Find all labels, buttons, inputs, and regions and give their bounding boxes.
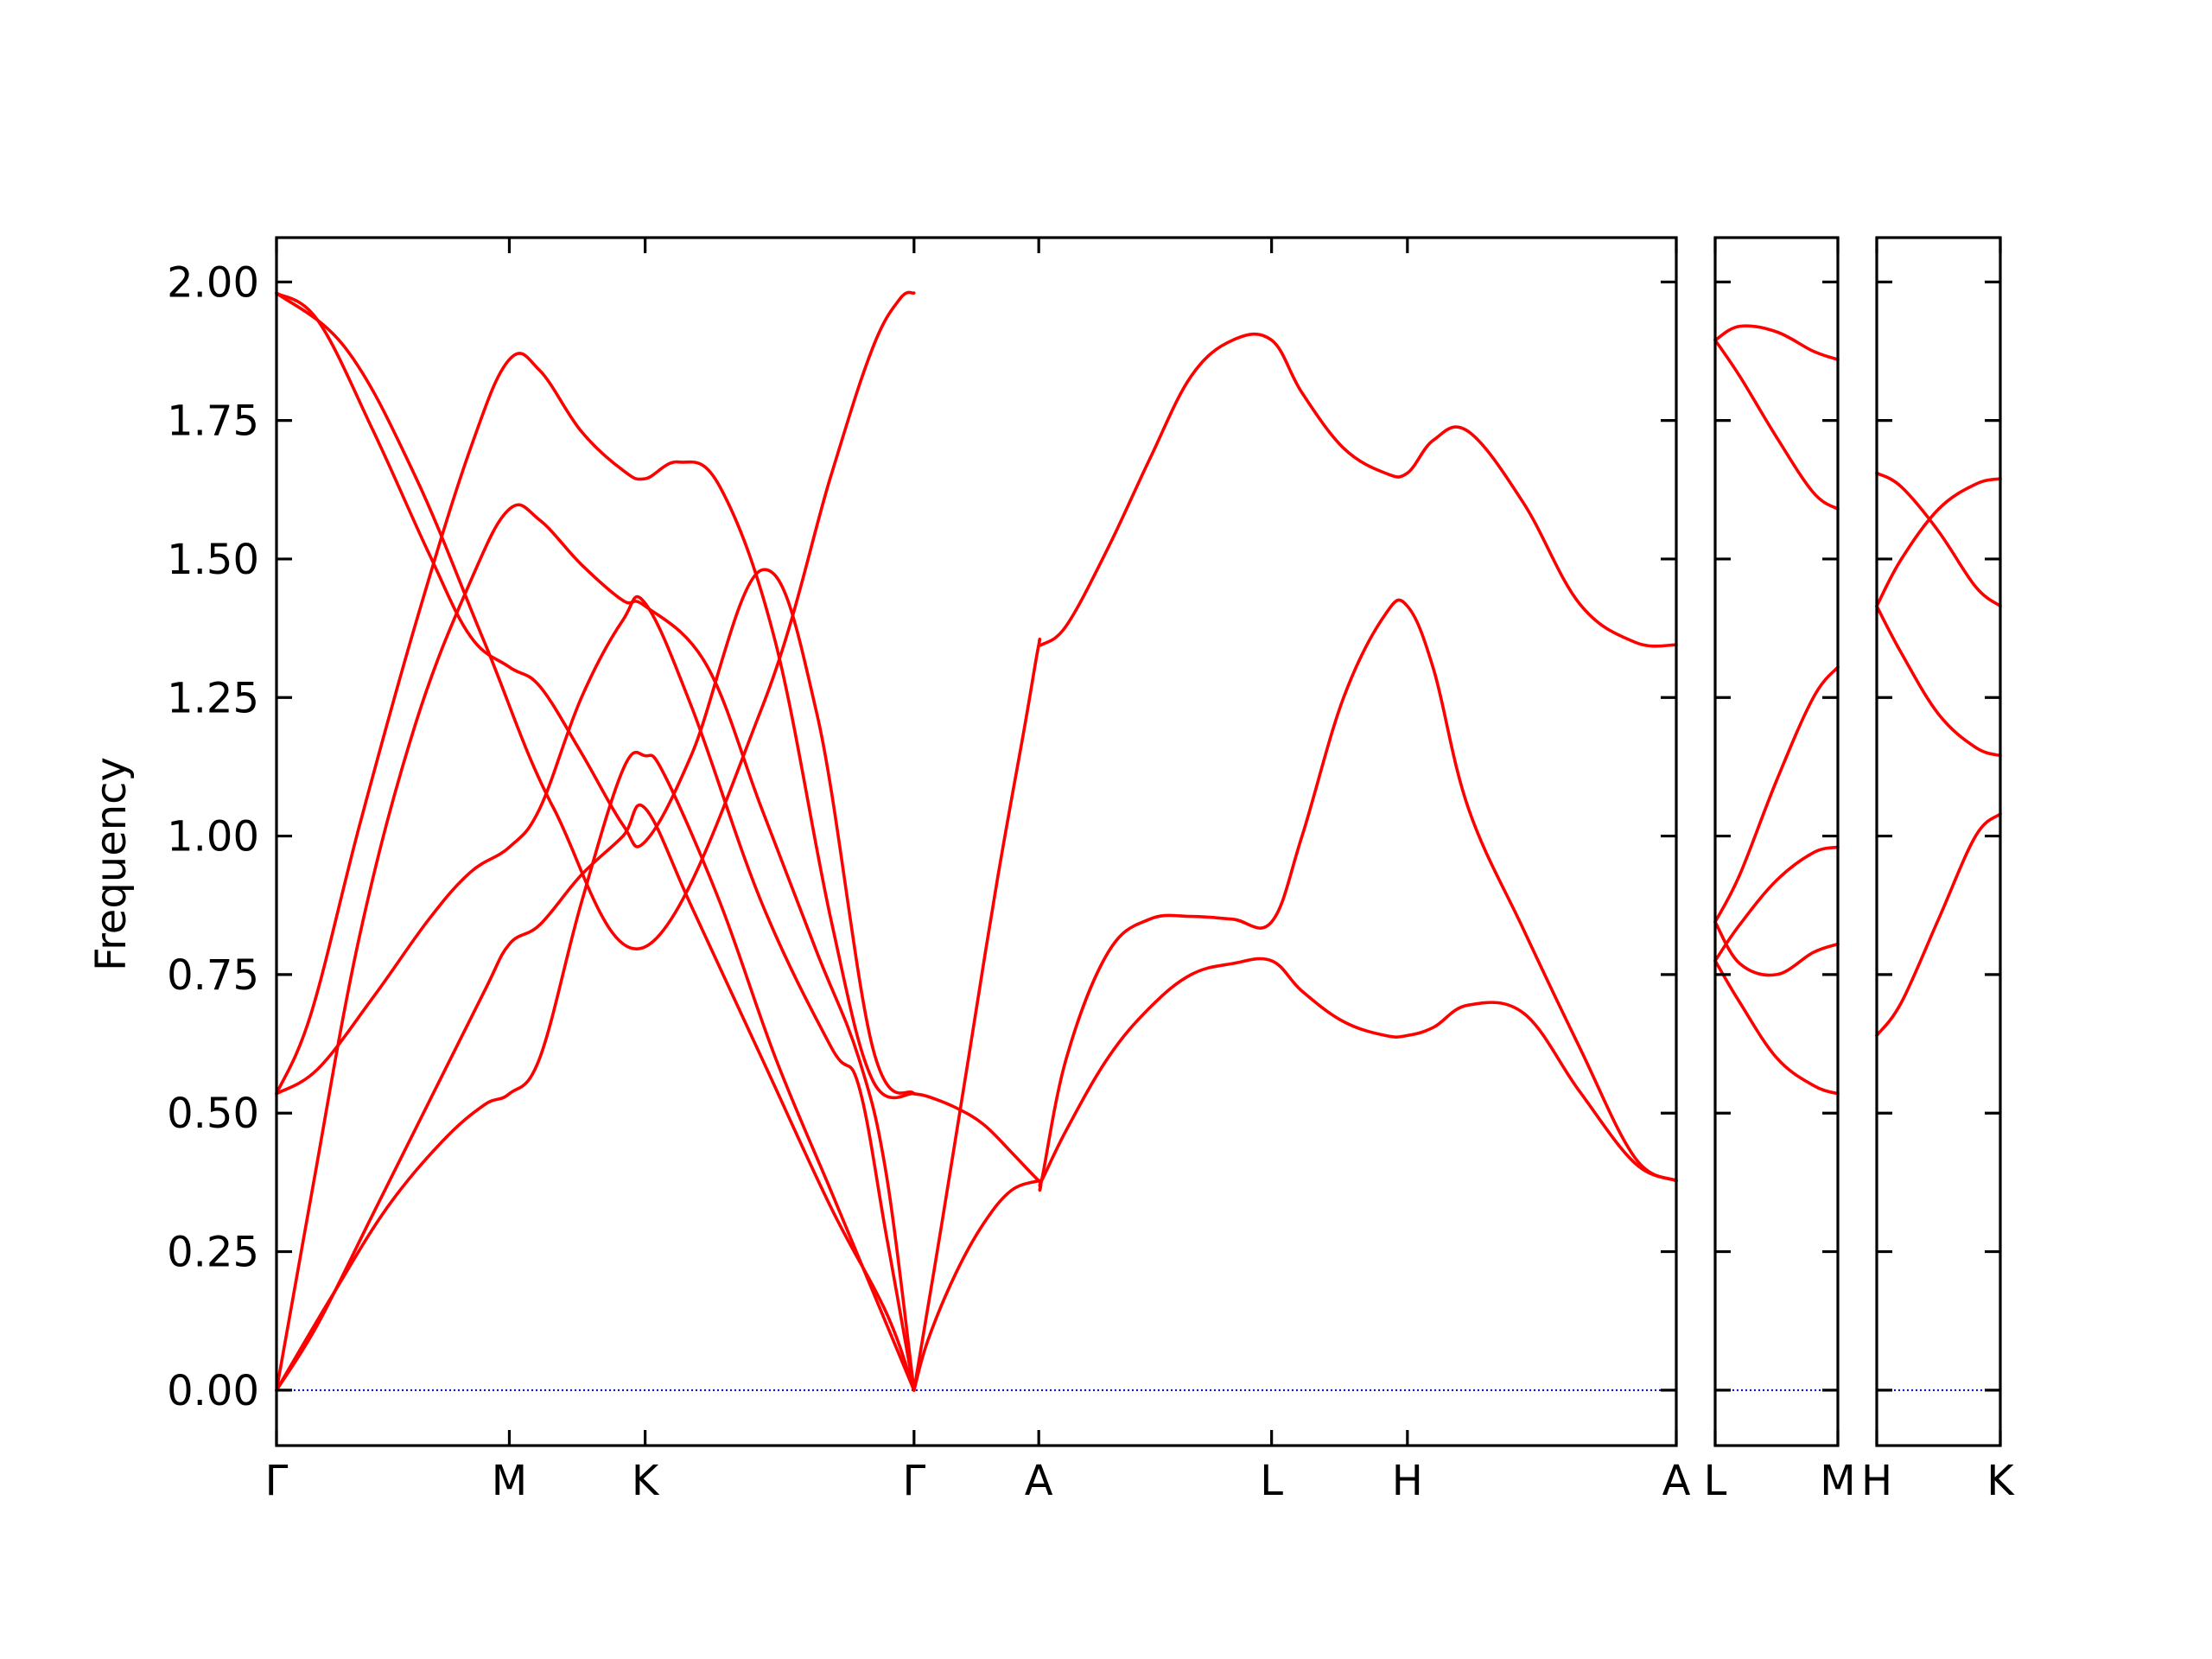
phonon-band-5	[275, 352, 916, 1100]
x-tick-label: Γ	[265, 1457, 289, 1505]
y-tick-label: 1.75	[167, 397, 259, 446]
phonon-band-1	[1875, 471, 2002, 608]
phonon-band-9	[912, 332, 1678, 1392]
x-tick-label: L	[1704, 1457, 1727, 1505]
phonon-band-2	[275, 750, 916, 1392]
phonon-band-8	[912, 957, 1678, 1188]
y-tick-label: 1.50	[167, 536, 259, 584]
x-tick-label: A	[1662, 1457, 1691, 1505]
x-tick-label: K	[632, 1457, 660, 1505]
x-tick-label: M	[1820, 1457, 1855, 1505]
y-tick-label: 0.75	[167, 951, 259, 1000]
y-tick-label: 1.00	[167, 813, 259, 861]
phonon-band-3	[1875, 604, 2002, 758]
phonon-band-3	[275, 804, 916, 1392]
y-tick-label: 0.25	[167, 1229, 259, 1277]
x-tick-label: H	[1392, 1457, 1423, 1505]
x-tick-label: Γ	[902, 1457, 925, 1505]
phonon-band-4	[1713, 920, 1840, 977]
phonon-band-2	[1713, 338, 1840, 511]
panel-frame	[275, 236, 1678, 1447]
phonon-band-6	[275, 291, 916, 1096]
y-tick-label: 0.00	[167, 1367, 259, 1415]
x-tick-label: K	[1986, 1457, 2015, 1505]
x-tick-label: L	[1260, 1457, 1283, 1505]
phonon-band-2	[1875, 477, 2002, 608]
phonon-band-4	[1875, 812, 2002, 1038]
phonon-band-6	[1713, 959, 1840, 1096]
phonon-band-7	[912, 598, 1678, 1392]
phonon-band-3	[1713, 665, 1840, 924]
y-tick-label: 0.50	[167, 1090, 259, 1138]
panel-frame	[1713, 236, 1840, 1447]
phonon-band-1	[1713, 324, 1840, 361]
plot-area: 0.00 0.25 0.50 0.75 1.00 1.25 1.50 1.75 2.00 Γ M K Γ…	[167, 236, 2015, 1505]
y-axis-title: Frequency	[87, 757, 136, 971]
panel-frame	[1875, 236, 2002, 1447]
y-tick-label: 2.00	[167, 258, 259, 307]
phonon-band-4	[275, 503, 916, 1392]
x-tick-label: H	[1861, 1457, 1892, 1505]
y-tick-label: 1.25	[167, 674, 259, 722]
x-tick-label: M	[492, 1457, 527, 1505]
x-tick-label: A	[1025, 1457, 1053, 1505]
phonon-band-10	[275, 290, 916, 950]
phonon-band-5	[1713, 845, 1840, 963]
